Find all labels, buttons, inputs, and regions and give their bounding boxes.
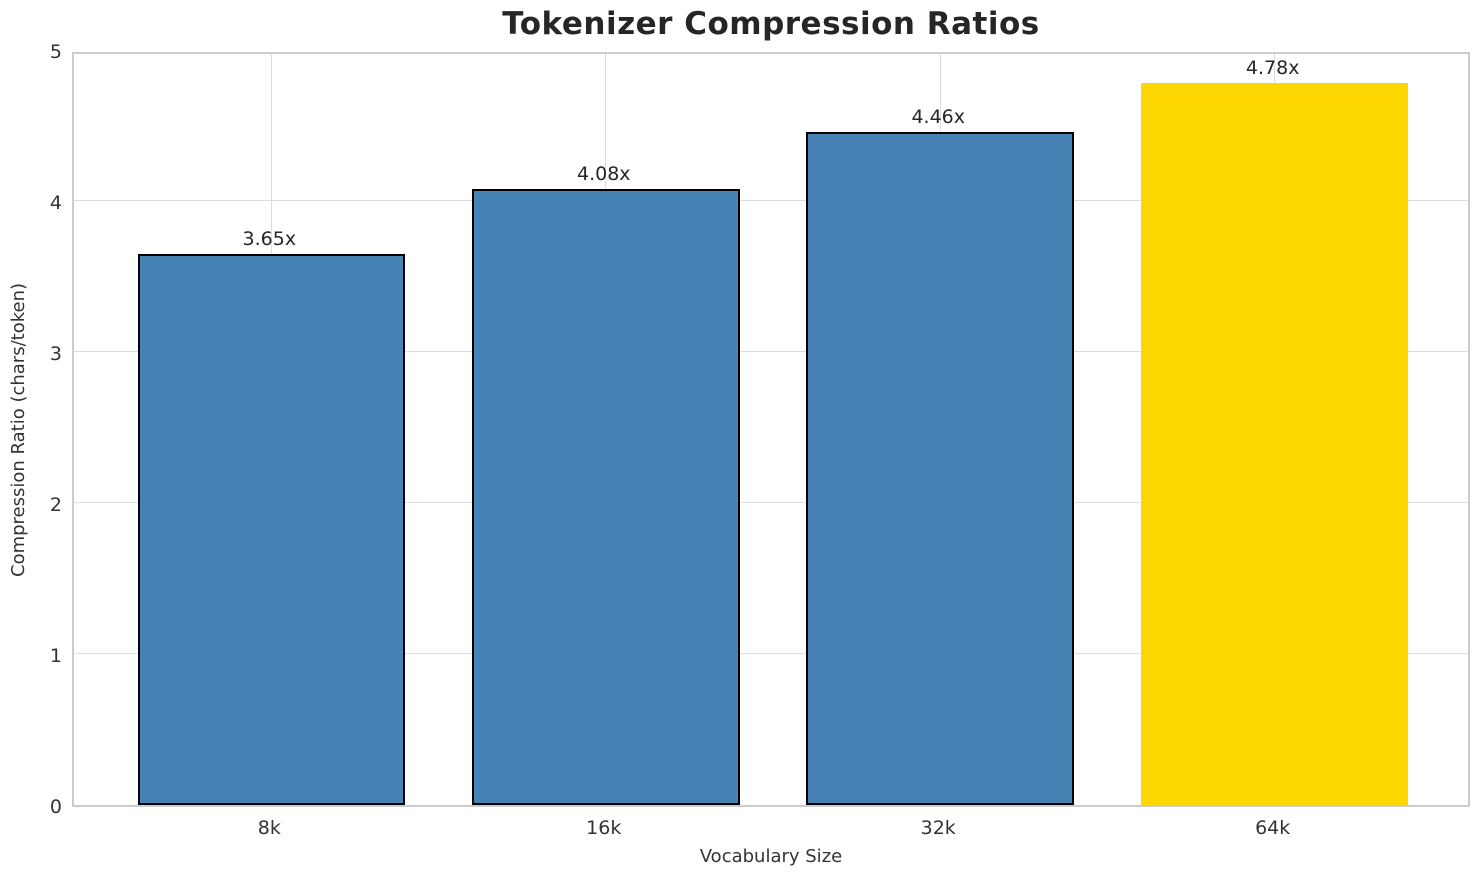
ytick-label-4: 4	[49, 192, 62, 214]
bar-16k	[471, 188, 740, 805]
y-axis-label: Compression Ratio (chars/token)	[8, 282, 29, 577]
y-gridline-2	[74, 502, 1468, 503]
xtick-label-16k: 16k	[586, 817, 622, 839]
y-gridline-3	[74, 351, 1468, 352]
x-axis-label: Vocabulary Size	[699, 846, 843, 867]
y-gridline-4	[74, 200, 1468, 201]
bar-value-label-8k: 3.65x	[242, 227, 297, 250]
bar-value-label-32k: 4.46x	[911, 105, 965, 128]
bar-8k	[137, 253, 406, 805]
bar-64k	[1140, 83, 1409, 805]
chart-title: Tokenizer Compression Ratios	[502, 6, 1040, 42]
ytick-label-0: 0	[49, 796, 62, 818]
xtick-label-8k: 8k	[257, 817, 281, 839]
y-gridline-1	[74, 653, 1468, 654]
plot-area	[72, 52, 1470, 807]
ytick-label-2: 2	[49, 494, 62, 516]
bar-value-label-16k: 4.08x	[576, 162, 631, 185]
ytick-label-3: 3	[49, 343, 62, 365]
xtick-label-32k: 32k	[920, 817, 956, 839]
bar-32k	[806, 131, 1074, 805]
xtick-label-64k: 64k	[1255, 817, 1291, 839]
bar-value-label-64k: 4.78x	[1245, 57, 1300, 80]
ytick-label-5: 5	[49, 41, 62, 63]
ytick-label-1: 1	[49, 645, 62, 667]
